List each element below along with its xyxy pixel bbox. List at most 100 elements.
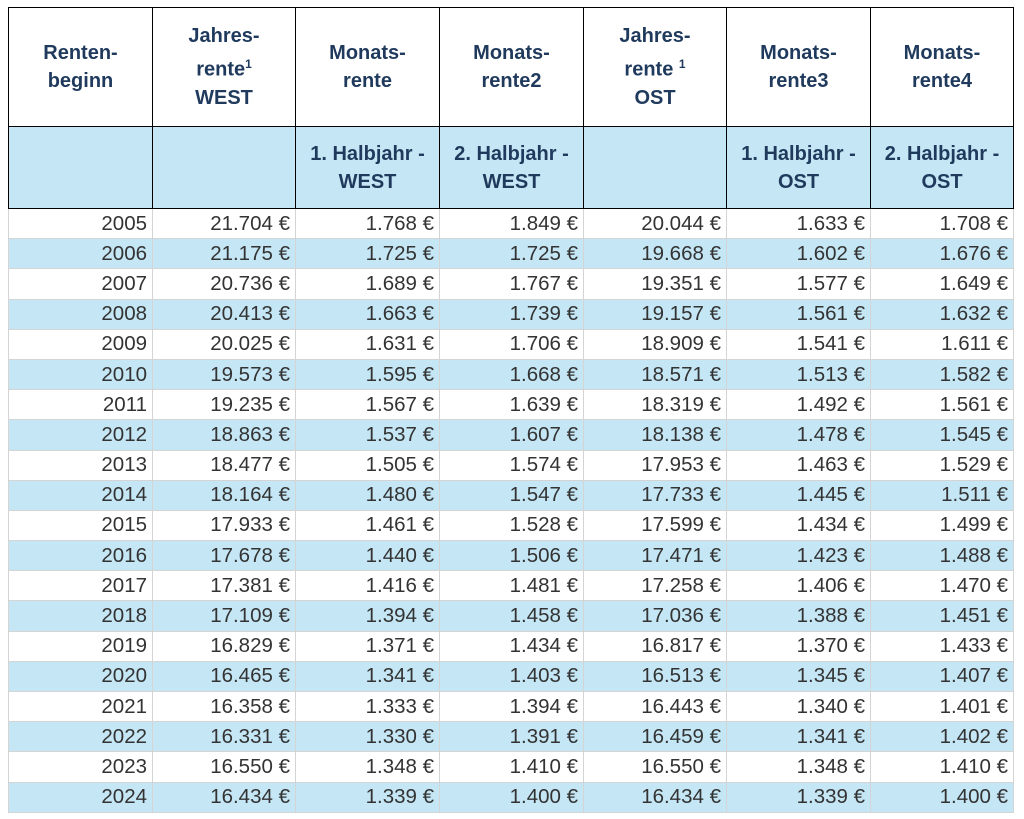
value-cell: 21.704 € [152, 207, 296, 240]
value-cell: 1.348 € [295, 751, 440, 783]
year-cell: 2005 [8, 207, 153, 240]
header-text: rente [343, 70, 392, 92]
value-cell: 17.109 € [152, 600, 296, 632]
subheader-cell [583, 126, 727, 209]
header-text: rente3 [768, 70, 829, 92]
value-cell: 17.733 € [583, 479, 727, 511]
header-row: Renten-beginn Jahres-rente1 WEST Monats-ren… [8, 7, 1014, 127]
value-cell: 18.164 € [152, 479, 296, 511]
value-cell: 20.413 € [152, 298, 296, 330]
header-cell: Jahres-rente1 WEST [152, 7, 296, 127]
header-text: Monats- [903, 42, 981, 64]
value-cell: 1.406 € [726, 570, 871, 602]
value-cell: 1.348 € [726, 751, 871, 783]
subheader-cell: 1. Halbjahr - WEST [295, 126, 440, 209]
header-text: OST [634, 86, 676, 109]
header-text: Jahres- [188, 25, 260, 48]
data-row: 2013 18.477 €1.505 €1.574 €17.953 €1.463 … [8, 449, 1014, 481]
value-cell: 1.434 € [726, 509, 871, 542]
value-cell: 18.138 € [583, 419, 727, 451]
value-cell: 1.488 € [870, 540, 1014, 572]
value-cell: 20.025 € [152, 328, 296, 360]
year-cell: 2006 [8, 238, 153, 270]
value-cell: 1.561 € [870, 389, 1014, 421]
value-cell: 1.440 € [295, 540, 440, 572]
value-cell: 1.434 € [439, 630, 584, 662]
value-cell: 17.381 € [152, 570, 296, 602]
data-row: 2016 17.678 €1.440 €1.506 €17.471 €1.423 … [8, 540, 1014, 572]
header-text: Monats- [473, 42, 550, 64]
header-cell: Monats-rente [295, 7, 440, 127]
value-cell: 1.339 € [295, 781, 440, 813]
year-cell: 2012 [8, 419, 153, 451]
data-row: 2018 17.109 €1.394 €1.458 €17.036 €1.388 … [8, 600, 1014, 632]
subheader-text: 2. Halbjahr - [454, 142, 569, 165]
subheader-text: OST [777, 170, 820, 193]
value-cell: 1.767 € [439, 268, 584, 300]
value-cell: 1.561 € [726, 298, 871, 330]
data-row: 2007 20.736 €1.689 €1.767 €19.351 €1.577 … [8, 268, 1014, 300]
value-cell: 1.394 € [439, 690, 584, 723]
value-cell: 1.403 € [439, 660, 584, 693]
year-cell: 2021 [8, 690, 153, 723]
value-cell: 16.459 € [583, 721, 727, 753]
table-body: Renten-beginn Jahres-rente1 WEST Monats-ren… [8, 7, 1014, 813]
subheader-text: 1. Halbjahr - [741, 142, 856, 165]
value-cell: 1.706 € [439, 328, 584, 360]
value-cell: 1.849 € [439, 207, 584, 240]
value-cell: 1.511 € [870, 479, 1014, 511]
value-cell: 1.330 € [295, 721, 440, 753]
subheader-cell [152, 126, 296, 209]
year-cell: 2009 [8, 328, 153, 360]
value-cell: 1.345 € [726, 660, 871, 693]
value-cell: 1.371 € [295, 630, 440, 662]
value-cell: 1.545 € [870, 419, 1014, 451]
value-cell: 18.477 € [152, 449, 296, 481]
header-cell: Renten-beginn [8, 7, 153, 127]
value-cell: 20.044 € [583, 207, 727, 240]
header-text: rente [196, 58, 246, 81]
subheader-cell: 1. Halbjahr - OST [726, 126, 871, 209]
value-cell: 19.235 € [152, 389, 296, 421]
footnote-mark: 1 [678, 57, 686, 72]
data-row: 2015 17.933 €1.461 €1.528 €17.599 €1.434 … [8, 509, 1014, 542]
value-cell: 1.333 € [295, 690, 440, 723]
value-cell: 1.689 € [295, 268, 440, 300]
value-cell: 1.402 € [870, 721, 1014, 753]
header-text: Monats- [329, 42, 406, 64]
value-cell: 1.400 € [870, 781, 1014, 813]
value-cell: 18.863 € [152, 419, 296, 451]
header-cell: Monats-rente3 [726, 7, 871, 127]
value-cell: 17.599 € [583, 509, 727, 542]
year-cell: 2013 [8, 449, 153, 481]
subheader-text: WEST [482, 170, 541, 193]
value-cell: 1.341 € [295, 660, 440, 693]
year-cell: 2024 [8, 781, 153, 813]
value-cell: 1.370 € [726, 630, 871, 662]
value-cell: 1.574 € [439, 449, 584, 481]
header-text: rente2 [481, 70, 542, 92]
value-cell: 1.451 € [870, 600, 1014, 632]
value-cell: 16.434 € [583, 781, 727, 813]
value-cell: 1.492 € [726, 389, 871, 421]
value-cell: 1.445 € [726, 479, 871, 511]
year-cell: 2016 [8, 540, 153, 572]
value-cell: 17.953 € [583, 449, 727, 481]
value-cell: 1.401 € [870, 690, 1014, 723]
subheader-row: 1. Halbjahr - WEST 2. Halbjahr - WEST 1. Hal… [8, 126, 1014, 209]
value-cell: 1.632 € [870, 298, 1014, 330]
subheader-cell: 2. Halbjahr - WEST [439, 126, 584, 209]
subheader-text: 2. Halbjahr - [884, 142, 1000, 165]
value-cell: 1.506 € [439, 540, 584, 572]
year-cell: 2019 [8, 630, 153, 662]
value-cell: 1.768 € [295, 207, 440, 240]
header-cell: Jahres-rente 1 OST [583, 7, 727, 127]
year-cell: 2008 [8, 298, 153, 330]
value-cell: 16.331 € [152, 721, 296, 753]
value-cell: 16.465 € [152, 660, 296, 693]
value-cell: 1.478 € [726, 419, 871, 451]
header-text: Jahres- [619, 25, 691, 48]
data-row: 2011 19.235 €1.567 €1.639 €18.319 €1.492 … [8, 389, 1014, 421]
data-row: 2012 18.863 €1.537 €1.607 €18.138 €1.478 … [8, 419, 1014, 451]
